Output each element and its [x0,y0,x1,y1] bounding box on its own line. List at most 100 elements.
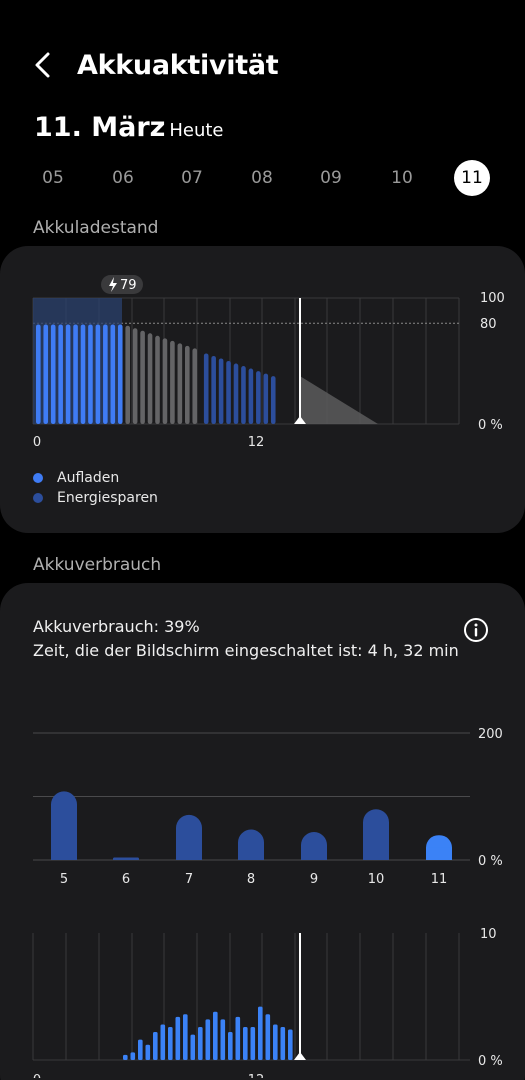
hourly-usage-bar [205,1019,211,1060]
battery-level-bar [170,340,175,424]
hourly-usage-bar [153,1032,158,1060]
day-tab-11[interactable]: 11 [454,160,490,196]
date-main: 11. März [34,112,166,143]
hourly-usage-bar [145,1044,151,1060]
hourly-usage-bar [175,1016,181,1060]
battery-level-bar [192,348,198,424]
hourly-usage-bar [130,1052,136,1060]
y-tick-100: 100 [480,291,505,306]
battery-level-bar [162,338,168,424]
back-arrow-icon[interactable] [28,50,60,82]
battery-level-bar [95,324,101,424]
legend-item-power-saving: Energiesparen [33,488,158,508]
hourly-usage-bar [273,1024,278,1060]
battery-usage-card: Akkuverbrauch: 39% Zeit, die der Bildsch… [0,583,525,1080]
y-tick-0: 0 % [478,418,503,433]
daily-x-tick: 10 [368,872,385,887]
current-time-marker [294,416,306,424]
daily-usage-bar [51,791,77,860]
hourly-usage-bar [243,1026,248,1060]
info-icon[interactable] [463,617,489,643]
daily-x-tick: 5 [60,872,68,887]
daily-usage-chart[interactable]: 200 0 % 5 6 7 8 9 10 11 [0,718,525,1018]
battery-level-bar [155,335,160,424]
battery-level-bar [117,324,123,424]
battery-level-bar [218,358,224,424]
hourly-usage-bar [220,1019,226,1060]
battery-level-bar [132,328,138,424]
battery-level-bar [58,324,63,424]
day-tab-06[interactable]: 06 [112,168,134,188]
battery-level-bar [36,324,41,424]
daily-usage-bar-base [51,847,77,860]
battery-level-bar [110,324,116,424]
battery-level-bar [248,368,254,424]
daily-x-tick: 6 [122,872,130,887]
battery-level-bar [65,324,71,424]
hourly-usage-bar [190,1034,196,1060]
hourly-usage-bar [228,1032,233,1060]
legend-label-charging: Aufladen [57,470,120,486]
hourly-usage-bar [265,1014,271,1060]
hourly-usage-bar [123,1054,128,1060]
daily-y-tick-200: 200 [478,727,503,742]
battery-level-bar [50,324,56,424]
battery-level-card: 100 80 0 % 0 12 79 Aufladen Energiespare… [0,246,525,533]
battery-level-bar [226,361,231,424]
hourly-usage-bar [280,1026,286,1060]
section-title-usage: Akkuverbrauch [33,555,162,575]
date-heading: 11. März Heute [34,112,224,143]
usage-percent: Akkuverbrauch: 39% [33,617,200,636]
battery-level-bar [233,363,239,424]
hourly-usage-bar [183,1014,188,1060]
legend-label-power-saving: Energiesparen [57,490,158,506]
battery-level-bar [43,324,49,424]
battery-level-bar [185,345,190,424]
y-tick-80: 80 [480,317,497,332]
chart-legend: Aufladen Energiesparen [33,468,158,508]
current-time-marker [294,1052,306,1060]
screen-time: Zeit, die der Bildschirm eingeschaltet i… [33,641,459,660]
hourly-usage-bar [198,1026,203,1060]
section-title-level: Akkuladestand [33,218,159,238]
app-header: Akkuaktivität [0,40,525,96]
bolt-icon [109,277,117,292]
legend-item-charging: Aufladen [33,468,158,488]
battery-level-bar [80,324,86,424]
battery-level-bar [211,355,216,424]
hourly-usage-bar [235,1016,241,1060]
battery-level-bar [270,376,276,424]
battery-level-bar [256,371,261,424]
hourly-y-tick-10: 10 [480,927,497,942]
x-tick-12: 12 [248,435,265,450]
battery-level-bar [147,333,153,424]
day-tab-09[interactable]: 09 [320,168,342,188]
day-tab-07[interactable]: 07 [181,168,203,188]
day-tab-05[interactable]: 05 [42,168,64,188]
x-tick-0: 0 [33,435,41,450]
hourly-y-tick-0: 0 % [478,1054,503,1069]
hourly-usage-bar [250,1026,256,1060]
battery-level-bar [140,330,145,424]
battery-level-bar [203,353,209,424]
hourly-x-tick-0: 0 [33,1073,41,1078]
usage-summary: Akkuverbrauch: 39% Zeit, die der Bildsch… [33,615,459,663]
daily-usage-bar-base [238,847,264,860]
battery-level-chart[interactable]: 100 80 0 % 0 12 79 [0,246,525,466]
daily-usage-bar-base [426,847,452,860]
date-sub: Heute [169,120,224,141]
hourly-usage-bar [213,1011,218,1060]
hourly-usage-bar [168,1026,173,1060]
battery-level-bar [263,373,269,424]
day-tab-08[interactable]: 08 [251,168,273,188]
charge-badge: 79 [101,275,143,294]
page-title: Akkuaktivität [77,50,279,81]
hourly-usage-bar [258,1006,263,1060]
legend-dot-charging [33,473,43,483]
day-selector: 05 06 07 08 09 10 11 [0,160,525,196]
battery-level-bar [103,324,108,424]
hourly-usage-chart[interactable]: 10 0 % 0 12 [0,918,525,1078]
day-tab-10[interactable]: 10 [391,168,413,188]
daily-usage-bar-base [363,847,389,860]
daily-y-tick-0: 0 % [478,854,503,869]
